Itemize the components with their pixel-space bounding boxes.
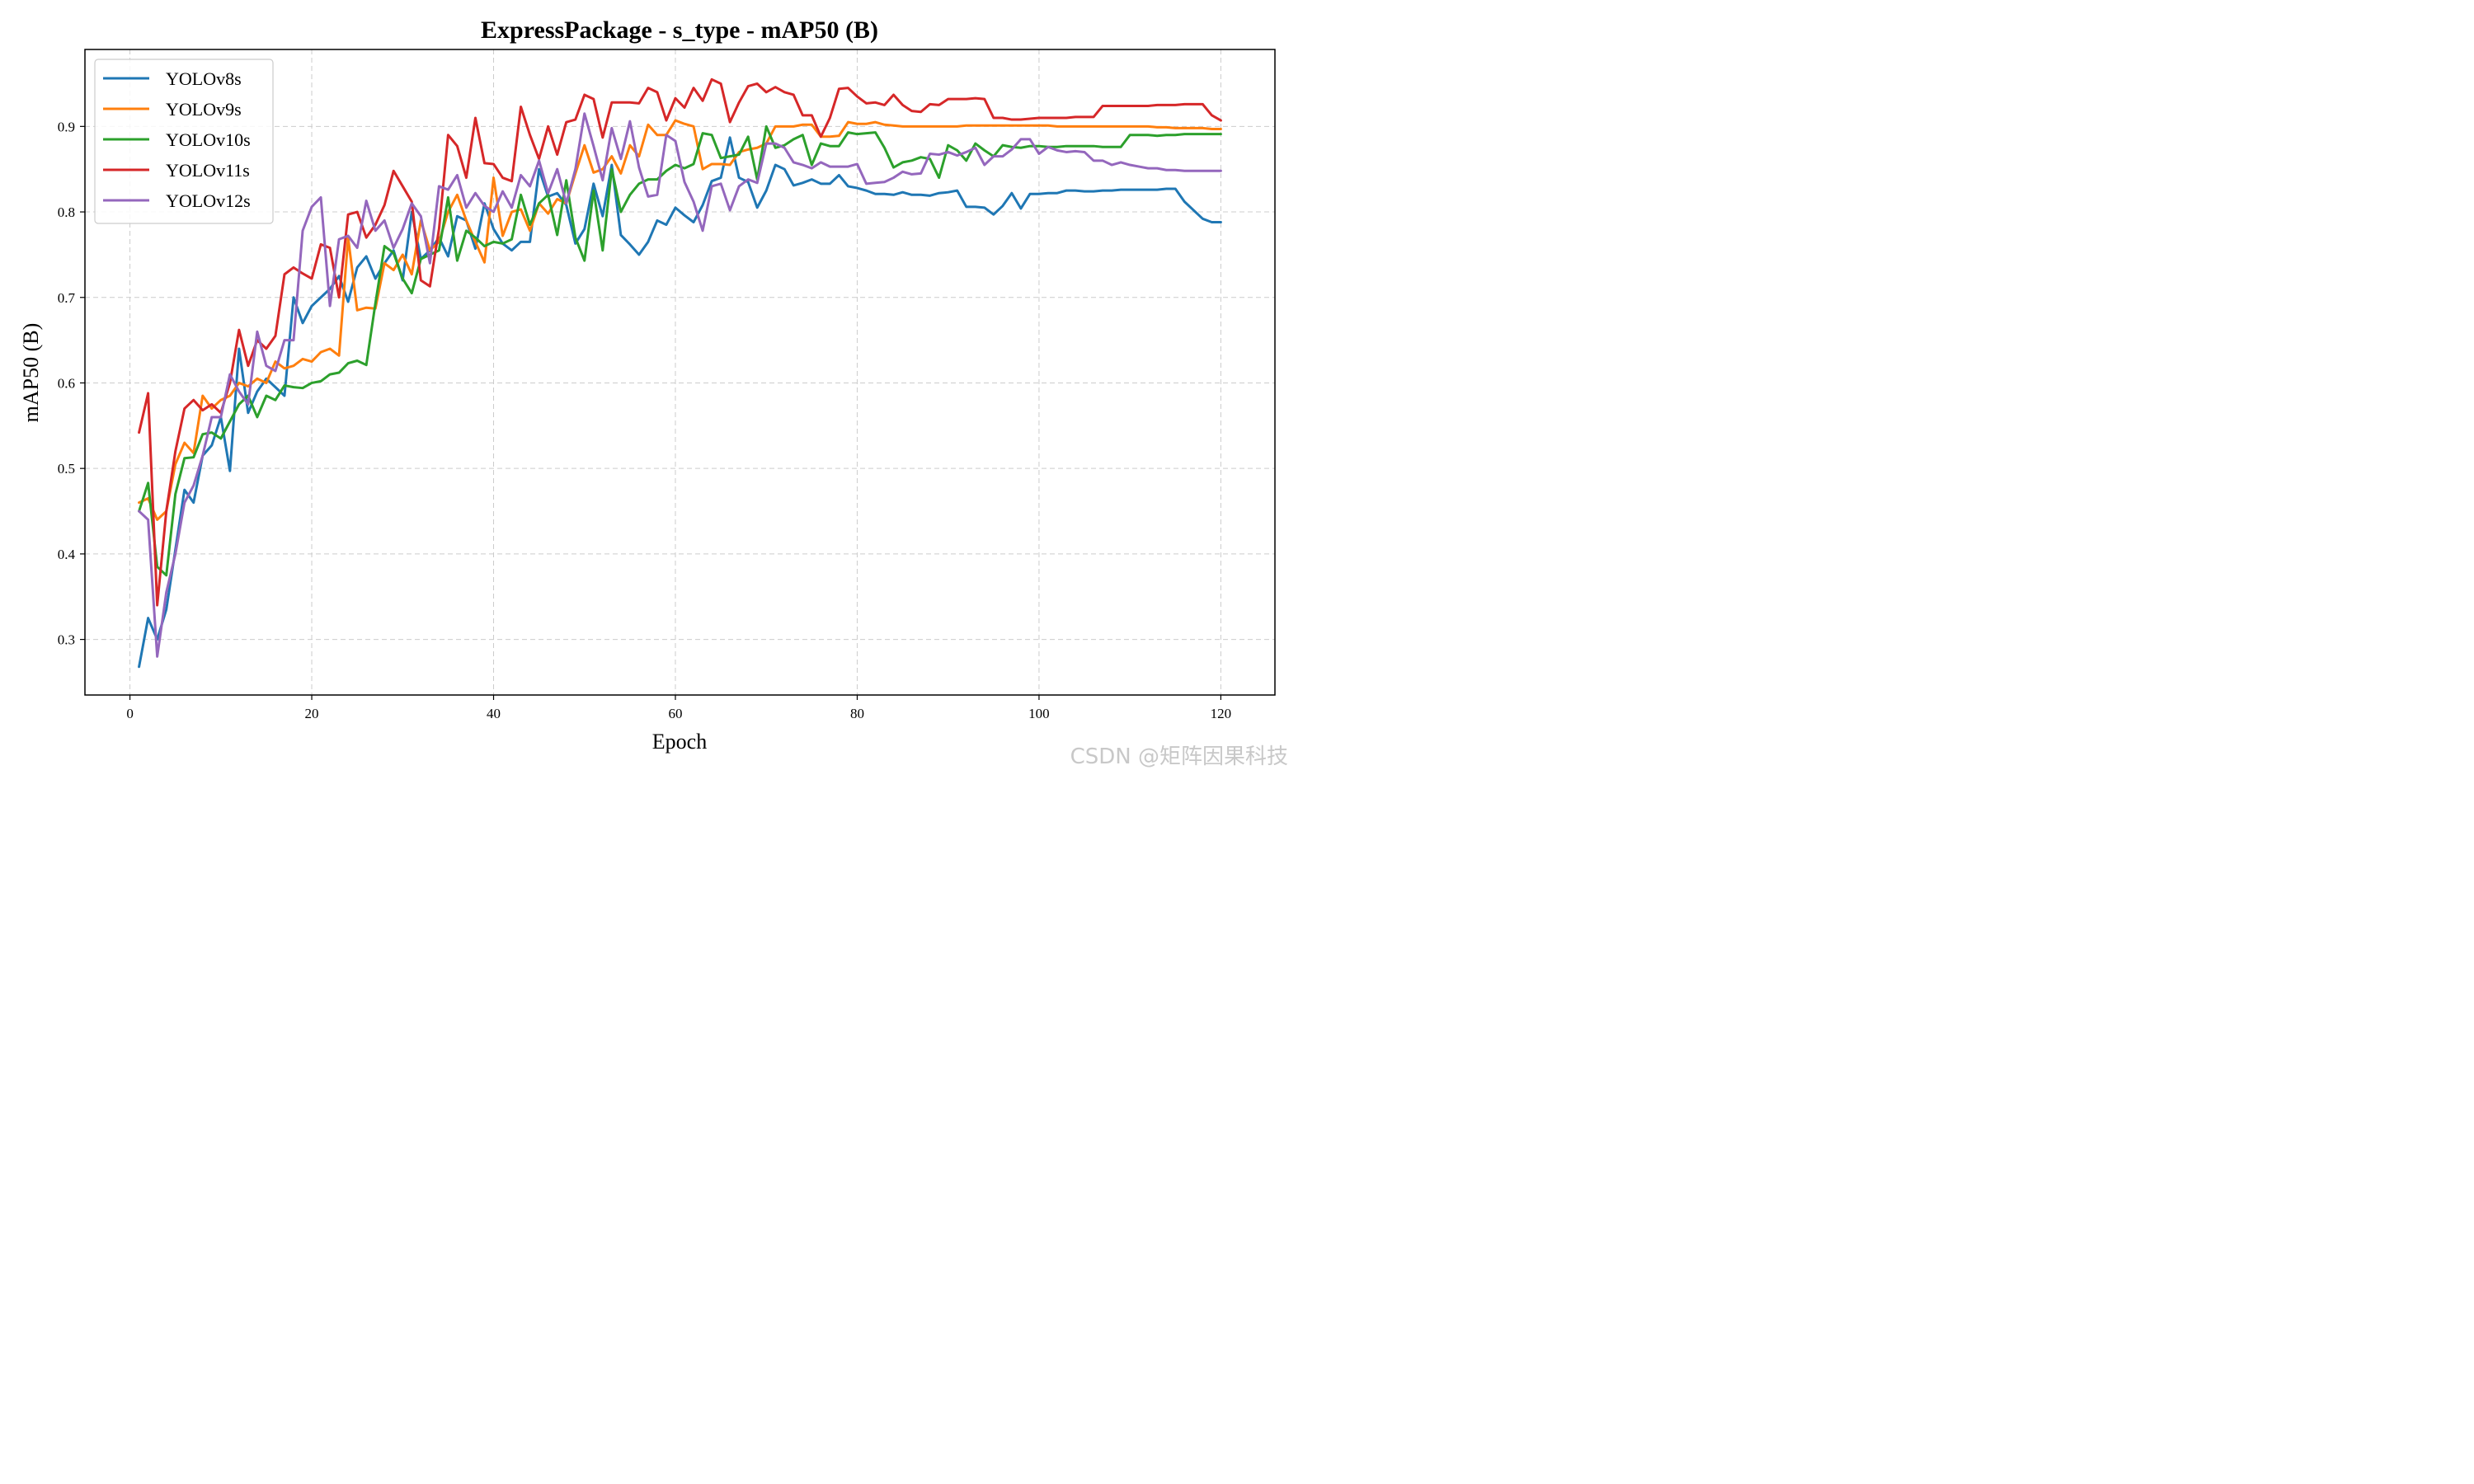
watermark: CSDN @矩阵因果科技 bbox=[1070, 744, 1288, 769]
y-tick-label: 0.7 bbox=[58, 290, 76, 306]
y-tick-label: 0.4 bbox=[58, 547, 76, 562]
series-line-yolov11s bbox=[138, 77, 1222, 607]
legend-label: YOLOv9s bbox=[166, 99, 242, 120]
x-tick-label: 20 bbox=[305, 706, 319, 721]
legend: YOLOv8s YOLOv9s YOLOv10s YOLOv11s YOLOv12s bbox=[94, 59, 274, 224]
y-axis-label: mAP50 (B) bbox=[19, 323, 43, 423]
y-tick-label: 0.8 bbox=[58, 204, 75, 220]
legend-label: YOLOv8s bbox=[166, 68, 242, 89]
x-tick-label: 100 bbox=[1028, 706, 1050, 721]
axis-ticks: 0 20 40 60 80 100 120 0.3 0.4 0.5 0.6 0.7 0.8 0.9 bbox=[58, 119, 1231, 721]
x-tick-label: 120 bbox=[1211, 706, 1232, 721]
series-line-yolov12s bbox=[138, 112, 1222, 658]
legend-label: YOLOv11s bbox=[166, 160, 250, 181]
x-tick-label: 0 bbox=[126, 706, 134, 721]
legend-box bbox=[94, 59, 274, 224]
y-tick-label: 0.6 bbox=[58, 375, 75, 391]
plot-frame bbox=[84, 49, 1276, 696]
chart: ExpressPackage - s_type - mAP50 (B) 0 20 4… bbox=[19, 16, 1276, 754]
legend-label: YOLOv12s bbox=[166, 190, 251, 211]
x-tick-label: 80 bbox=[850, 706, 864, 721]
chart-title: ExpressPackage - s_type - mAP50 (B) bbox=[481, 16, 878, 44]
y-tick-label: 0.9 bbox=[58, 119, 75, 134]
x-tick-label: 60 bbox=[668, 706, 682, 721]
y-tick-label: 0.3 bbox=[58, 632, 75, 648]
series-line-yolov8s bbox=[138, 136, 1222, 669]
x-tick-label: 40 bbox=[487, 706, 501, 721]
y-tick-label: 0.5 bbox=[58, 461, 75, 477]
series-line-yolov9s bbox=[138, 119, 1222, 521]
legend-label: YOLOv10s bbox=[166, 129, 251, 150]
series-lines bbox=[138, 77, 1222, 669]
x-axis-label: Epoch bbox=[652, 730, 707, 754]
